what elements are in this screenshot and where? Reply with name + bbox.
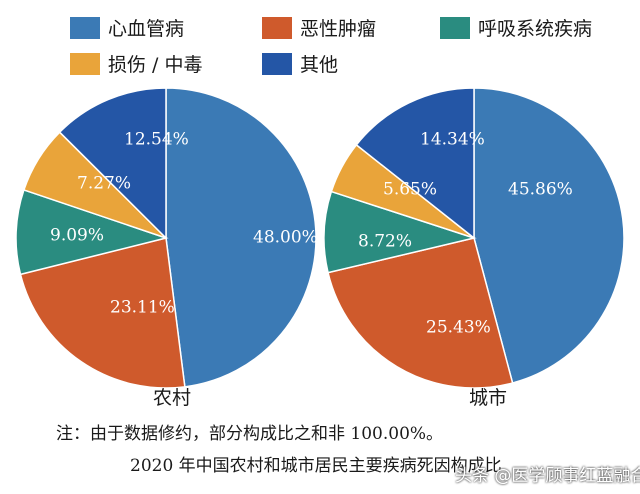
legend-item-injury: 损伤 / 中毒 [70, 50, 202, 77]
legend-item-cardiovascular: 心血管病 [70, 14, 184, 41]
pie-slice [355, 87, 475, 240]
pie-slice [327, 237, 514, 389]
footnote: 注：由于数据修约，部分构成比之和非 100.00%。 [56, 424, 444, 444]
slice-data-label: 25.43% [426, 318, 491, 338]
legend: 心血管病 恶性肿瘤 呼吸系统疾病 损伤 / 中毒 其他 [0, 0, 640, 90]
pie-slice [323, 190, 477, 274]
pie-slice [58, 87, 167, 240]
slice-data-label: 48.00% [253, 228, 318, 248]
legend-label: 恶性肿瘤 [300, 18, 377, 40]
pie-chart-urban: 45.86% 25.43% 8.72% 5.65% 14.34% 城市 [323, 87, 625, 409]
legend-label: 其他 [300, 54, 339, 76]
legend-label: 呼吸系统疾病 [478, 18, 593, 40]
pie-charts: 48.00% 23.11% 9.09% 7.27% 12.54% 农村 45.86% 25.… [15, 87, 625, 409]
pie-title: 城市 [469, 387, 507, 409]
legend-item-respiratory: 呼吸系统疾病 [440, 14, 592, 41]
legend-swatch [70, 16, 100, 39]
legend-swatch [70, 52, 100, 75]
slice-data-label: 45.86% [508, 180, 573, 200]
slice-data-label: 7.27% [77, 174, 131, 194]
slice-data-label: 23.11% [110, 298, 175, 318]
slice-data-label: 14.34% [420, 130, 485, 150]
slice-data-label: 8.72% [358, 232, 412, 252]
pie-slice [165, 87, 317, 388]
legend-label: 心血管病 [108, 18, 185, 40]
pie-slice [15, 188, 169, 276]
legend-swatch [262, 16, 292, 39]
pie-title: 农村 [153, 387, 191, 409]
pie-slice [19, 237, 186, 389]
legend-item-cancer: 恶性肿瘤 [262, 14, 376, 41]
slice-data-label: 12.54% [124, 130, 189, 150]
pie-slice [473, 87, 625, 384]
watermark: 头条 @医学顾事红蓝融合 [455, 466, 640, 486]
slice-data-label: 5.65% [383, 180, 437, 200]
pie-chart-rural: 48.00% 23.11% 9.09% 7.27% 12.54% 农村 [15, 87, 318, 409]
figure-caption: 2020 年中国农村和城市居民主要疾病死因构成比 [130, 456, 502, 476]
legend-swatch [262, 52, 292, 75]
legend-item-other: 其他 [262, 50, 338, 77]
legend-swatch [440, 16, 470, 39]
slice-data-label: 9.09% [50, 226, 104, 246]
legend-label: 损伤 / 中毒 [108, 54, 203, 76]
